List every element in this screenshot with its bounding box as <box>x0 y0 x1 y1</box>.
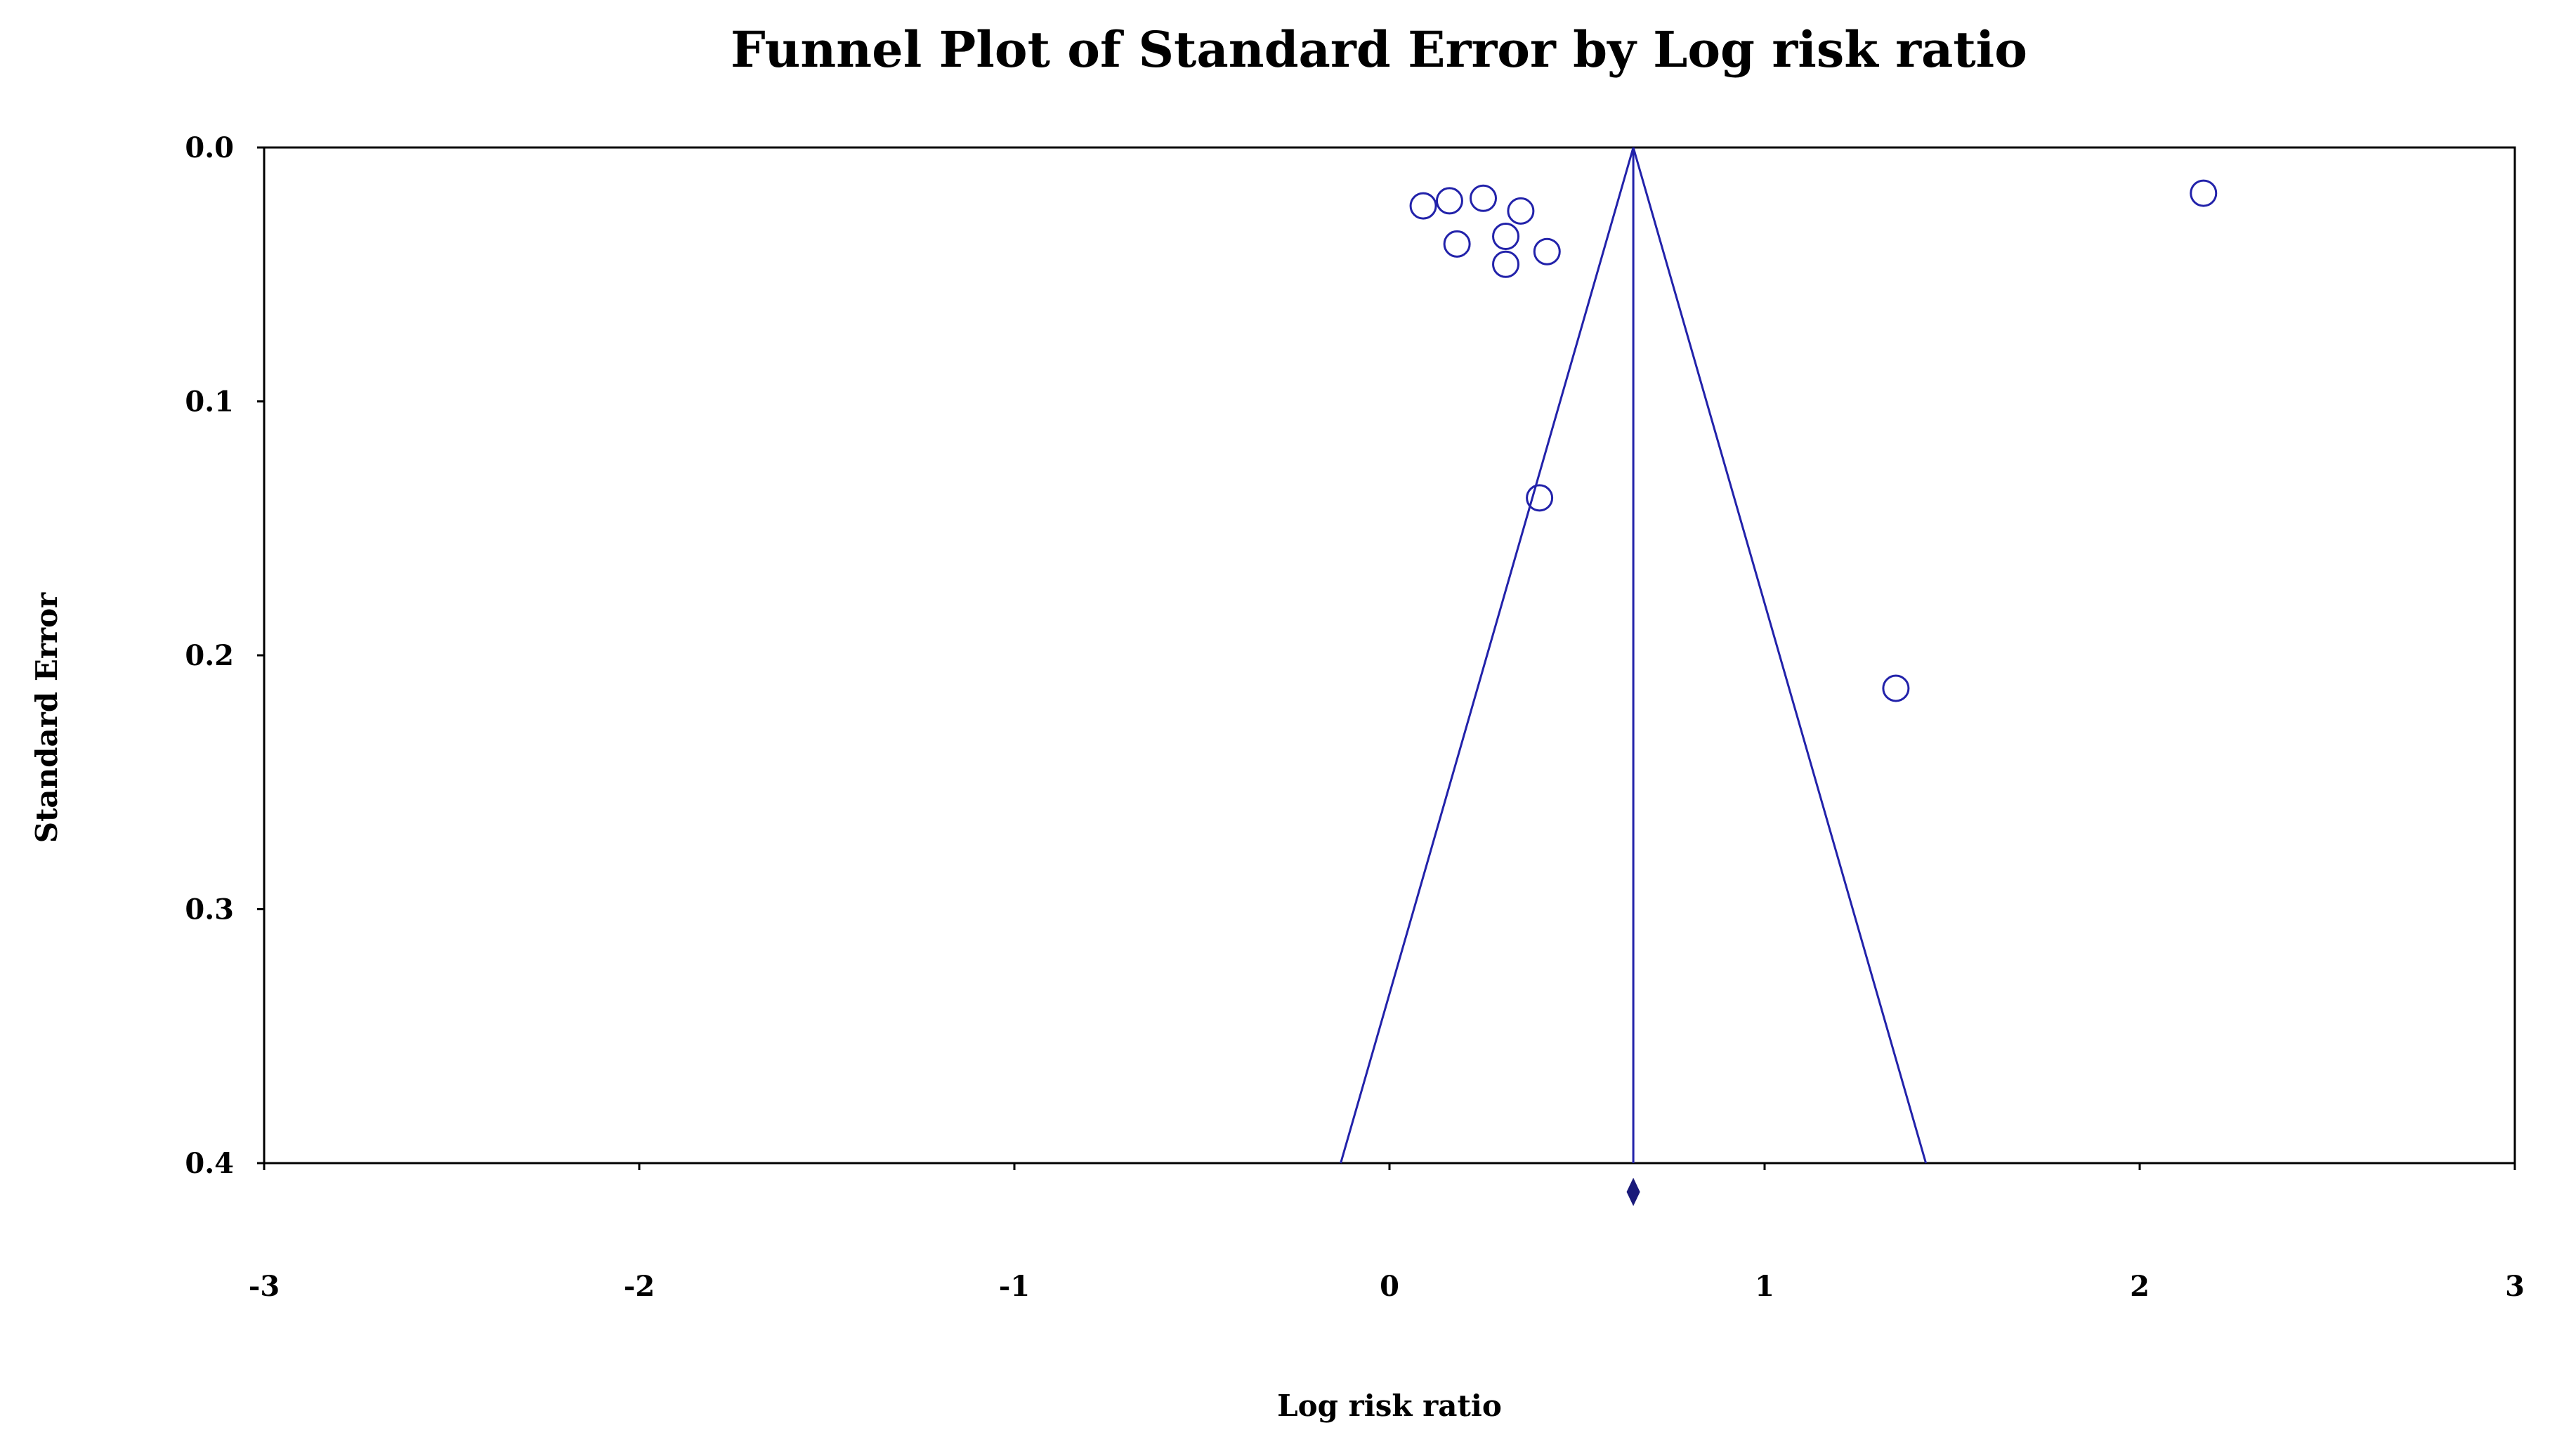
data-point <box>1507 197 1535 225</box>
data-point <box>1443 230 1471 258</box>
x-tick-label: 1 <box>1755 1270 1774 1303</box>
y-tick-label: 0.1 <box>185 386 234 419</box>
data-points <box>1409 179 2218 702</box>
funnel-right-line <box>1632 147 1928 1164</box>
y-axis-label: Standard Error <box>30 592 64 843</box>
x-tick-label: 2 <box>2130 1270 2150 1303</box>
data-point <box>2190 179 2218 207</box>
data-point <box>1526 484 1554 512</box>
data-point <box>1533 237 1561 265</box>
x-tick-label: 3 <box>2505 1270 2525 1303</box>
y-tick-label: 0.0 <box>185 131 234 164</box>
x-tick-label: -2 <box>624 1270 655 1303</box>
data-point <box>1435 187 1463 215</box>
data-point <box>1882 674 1910 702</box>
x-tick-label: 0 <box>1380 1270 1399 1303</box>
data-point <box>1409 192 1437 220</box>
pooled-estimate-diamond <box>1626 1177 1640 1207</box>
funnel-left-line <box>1340 147 1635 1164</box>
y-tick-label: 0.4 <box>185 1147 234 1180</box>
y-tick-label: 0.3 <box>185 893 234 926</box>
y-tick-label: 0.2 <box>185 639 234 672</box>
x-axis-label: Log risk ratio <box>1277 1389 1502 1423</box>
data-point <box>1492 223 1520 251</box>
plot-area-frame <box>263 146 2516 1165</box>
data-point <box>1470 184 1497 212</box>
funnel-layer <box>1340 147 1928 1164</box>
chart-title: Funnel Plot of Standard Error by Log ris… <box>731 20 2027 79</box>
data-point <box>1492 250 1520 278</box>
x-axis-ticks: -3 -2 -1 0 1 2 3 <box>249 1163 2525 1303</box>
y-axis-ticks: 0.0 0.1 0.2 0.3 0.4 <box>185 131 264 1180</box>
x-tick-label: -1 <box>999 1270 1030 1303</box>
pooled-estimate-layer <box>1626 1177 1640 1207</box>
x-tick-label: -3 <box>249 1270 280 1303</box>
